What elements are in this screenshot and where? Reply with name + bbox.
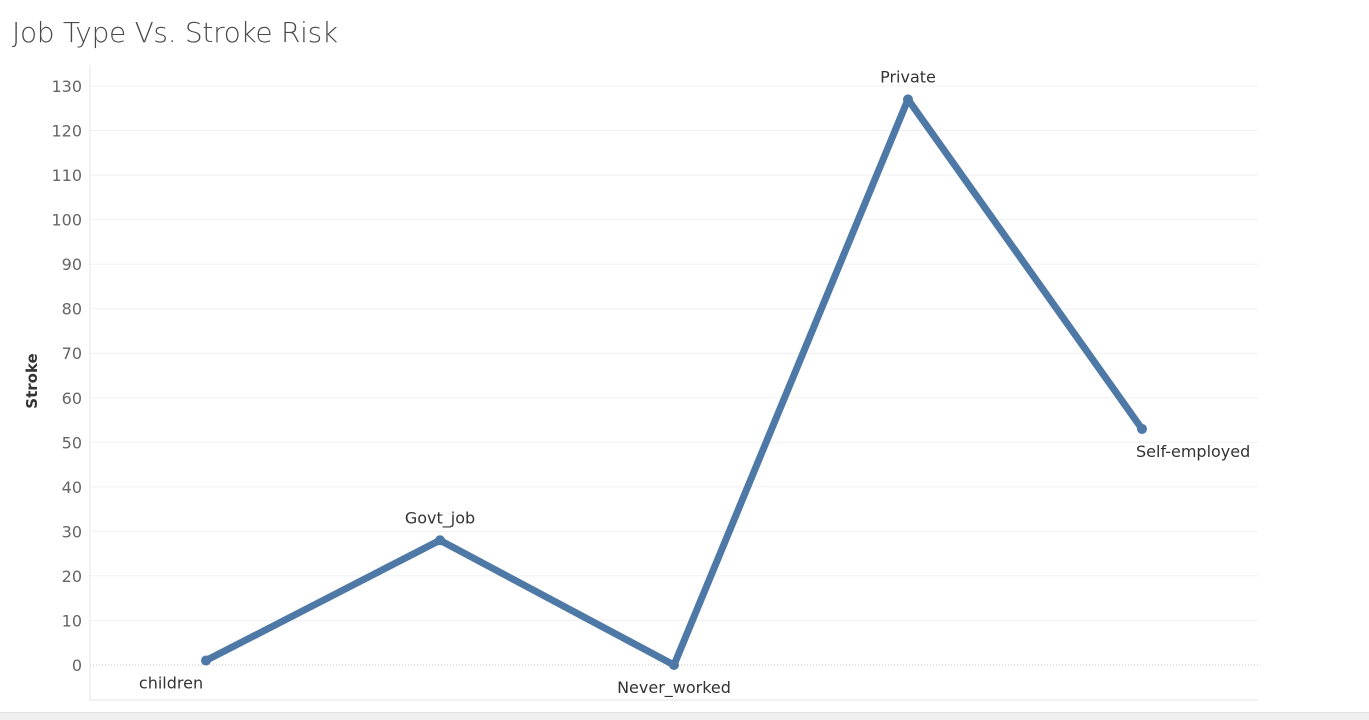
y-tick-label: 70: [62, 344, 82, 363]
y-tick-label: 130: [51, 77, 82, 96]
y-tick-label: 10: [62, 611, 82, 630]
data-point: [1137, 423, 1147, 434]
gridlines: [90, 85, 1258, 666]
series-line: [202, 95, 1146, 669]
y-tick-label: 110: [51, 166, 82, 185]
data-label: Govt_job: [405, 508, 475, 528]
data-label: Self-employed: [1136, 442, 1250, 461]
data-labels: children Govt_job Never_worked Private Self-…: [139, 67, 1250, 698]
y-tick-label: 100: [51, 211, 82, 230]
y-tick-label: 60: [62, 389, 82, 408]
data-point: [435, 535, 445, 546]
data-label: Private: [880, 67, 936, 86]
data-point: [201, 655, 211, 666]
bottom-scroll-area: [0, 712, 1369, 720]
y-tick-label: 0: [72, 656, 82, 675]
data-label: Never_worked: [617, 678, 731, 698]
y-axis: 0 10 20 30 40 50 60 70 80 90 100 110 120 130: [51, 65, 1258, 701]
y-tick-label: 120: [51, 122, 82, 141]
y-tick-label: 40: [62, 478, 82, 497]
chart-title: Job Type Vs. Stroke Risk: [12, 16, 338, 49]
y-tick-label: 30: [62, 522, 82, 541]
data-label: children: [139, 674, 203, 693]
data-points: [201, 94, 1147, 670]
y-tick-label: 50: [62, 433, 82, 452]
data-point: [903, 94, 913, 105]
series-lines: [202, 95, 1146, 669]
y-tick-label: 20: [62, 567, 82, 586]
data-point: [669, 660, 679, 670]
y-tick-label: 90: [62, 255, 82, 274]
y-tick-label: 80: [62, 300, 82, 319]
